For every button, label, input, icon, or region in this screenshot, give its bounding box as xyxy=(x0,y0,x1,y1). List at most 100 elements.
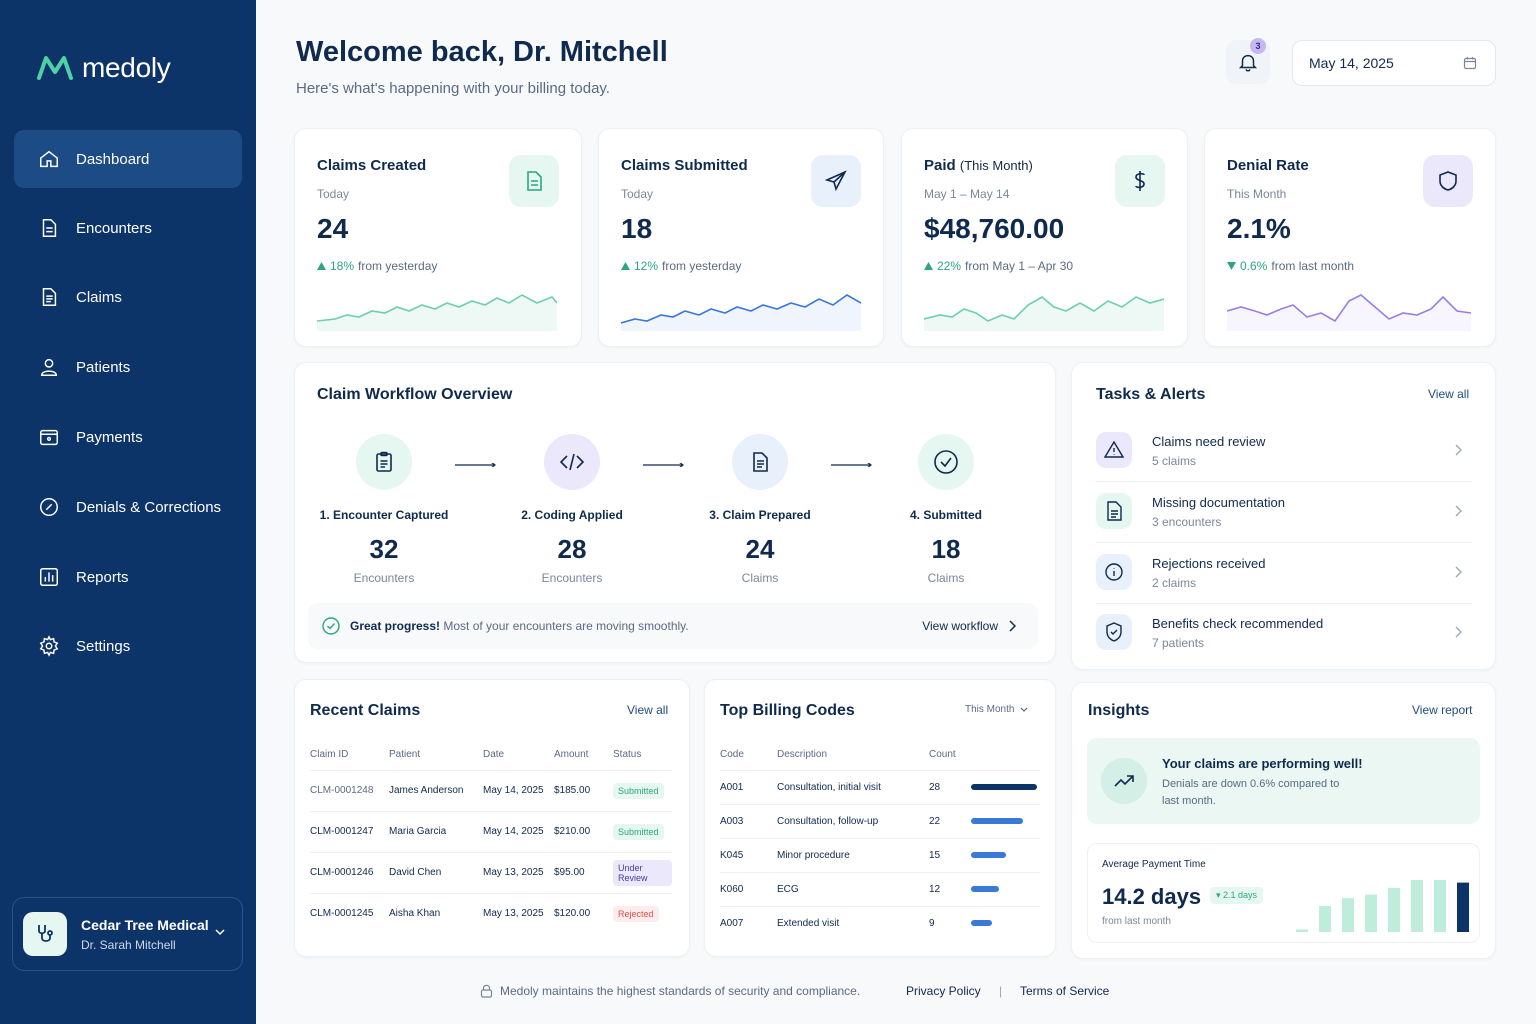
table-row[interactable]: CLM-0001247 Maria Garcia May 14, 2025 $2… xyxy=(310,810,672,852)
average-payment-time: Average Payment Time 14.2 days ▾ 2.1 day… xyxy=(1087,843,1480,943)
privacy-policy-link[interactable]: Privacy Policy xyxy=(906,984,981,998)
chevron-down-icon xyxy=(1021,707,1028,712)
workflow-step-claim-prepared[interactable]: 3. Claim Prepared 24 Claims xyxy=(685,434,835,585)
footer-separator: | xyxy=(999,984,1003,998)
table-row[interactable]: A003 Consultation, follow-up 22 xyxy=(720,803,1040,838)
nav-settings[interactable]: Settings xyxy=(14,617,242,675)
kpi-period: Today xyxy=(317,187,350,201)
document-icon xyxy=(42,219,57,237)
tasks-card xyxy=(1071,362,1496,670)
kpi-sparkline xyxy=(924,296,1164,331)
billing-count: 12 xyxy=(929,871,971,906)
table-row[interactable]: CLM-0001246 David Chen May 13, 2025 $95.… xyxy=(310,851,672,893)
chevron-right-icon xyxy=(1455,626,1462,638)
task-item[interactable]: Rejections received 2 claims xyxy=(1096,544,1472,604)
recent-claims-view-all-link[interactable]: View all xyxy=(627,703,669,717)
progress-bold: Great progress! xyxy=(350,619,441,633)
kpi-period: Today xyxy=(621,187,654,201)
kpi-card-claims-submitted: Claims Submitted Today 18 12% from yeste… xyxy=(598,128,884,347)
claim-status-cell: Under Review xyxy=(613,851,672,893)
nav-label: Encounters xyxy=(76,219,152,237)
task-item[interactable]: Claims need review 5 claims xyxy=(1096,422,1472,482)
terms-of-service-link[interactable]: Terms of Service xyxy=(1020,984,1110,998)
nav-dashboard[interactable]: Dashboard xyxy=(14,130,242,188)
code-icon xyxy=(544,434,600,490)
workflow-step-coding[interactable]: 2. Coding Applied 28 Encounters xyxy=(497,434,647,585)
nav-denials-corrections[interactable]: Denials & Corrections xyxy=(14,478,242,536)
workflow-step-submitted[interactable]: 4. Submitted 18 Claims xyxy=(871,434,1021,585)
chevron-right-icon xyxy=(1009,620,1016,632)
billing-count: 9 xyxy=(929,905,971,940)
claim-status-cell: Submitted xyxy=(613,769,672,811)
document-icon xyxy=(509,155,559,207)
step-unit: Encounters xyxy=(541,571,603,585)
claim-patient: James Anderson xyxy=(389,769,483,811)
table-row[interactable]: A001 Consultation, initial visit 28 xyxy=(720,769,1040,804)
billing-count: 15 xyxy=(929,837,971,872)
tasks-title: Tasks & Alerts xyxy=(1096,386,1206,403)
count-bar xyxy=(971,818,1023,824)
count-bar-cell xyxy=(971,769,1040,804)
step-unit: Claims xyxy=(927,571,965,585)
document-icon xyxy=(732,434,788,490)
count-bar-cell xyxy=(971,803,1040,838)
table-row[interactable]: K045 Minor procedure 15 xyxy=(720,837,1040,872)
view-workflow-link[interactable]: View workflow xyxy=(922,619,1016,633)
apt-bar xyxy=(1365,894,1377,932)
view-report-link[interactable]: View report xyxy=(1412,703,1473,717)
task-item[interactable]: Benefits check recommended 7 patients xyxy=(1096,604,1472,664)
count-bar-cell xyxy=(971,871,1040,906)
org-name: Cedar Tree Medical xyxy=(81,916,209,933)
nav-encounters[interactable]: Encounters xyxy=(14,199,242,257)
stethoscope-icon xyxy=(23,912,67,956)
billing-desc: ECG xyxy=(777,871,929,906)
nav-patients[interactable]: Patients xyxy=(14,338,242,396)
insight-banner: Your claims are performing well! Denials… xyxy=(1087,738,1480,824)
organization-switcher[interactable]: Cedar Tree Medical Dr. Sarah Mitchell xyxy=(12,897,243,971)
triangle-up-icon xyxy=(924,262,933,270)
kpi-title: Paid (This Month) xyxy=(924,157,1033,174)
kpi-sparkline xyxy=(317,294,557,331)
workflow-step-encounter[interactable]: 1. Encounter Captured 32 Encounters xyxy=(309,434,459,585)
kpi-period: This Month xyxy=(1227,187,1287,201)
kpi-value: $48,760.00 xyxy=(924,213,1065,244)
billing-code: A003 xyxy=(720,803,777,838)
billing-desc: Extended visit xyxy=(777,905,929,940)
period-dropdown[interactable]: This Month xyxy=(965,704,1028,715)
column-header: Count xyxy=(929,749,956,761)
calendar-icon xyxy=(1463,57,1477,70)
status-badge: Rejected xyxy=(613,905,659,922)
nav-label: Settings xyxy=(76,637,131,655)
security-notice: Medoly maintains the highest standards o… xyxy=(480,984,860,998)
table-row[interactable]: CLM-0001248 James Anderson May 14, 2025 … xyxy=(310,769,672,811)
step-value: 32 xyxy=(369,534,399,564)
date-value: May 14, 2025 xyxy=(1309,55,1394,71)
table-row[interactable]: CLM-0001245 Aisha Khan May 13, 2025 $120… xyxy=(310,892,672,934)
date-picker[interactable]: May 14, 2025 xyxy=(1292,40,1496,86)
billing-count: 28 xyxy=(929,769,971,804)
claim-id: CLM-0001248 xyxy=(310,769,389,811)
brand-logo[interactable]: medoly xyxy=(36,52,171,84)
insight-headline: Your claims are performing well! xyxy=(1162,756,1363,771)
nav-claims[interactable]: Claims xyxy=(14,268,242,326)
kpi-sparkline xyxy=(1227,294,1471,331)
document-icon xyxy=(1096,493,1132,529)
notifications-button[interactable]: 3 xyxy=(1226,38,1270,84)
task-item[interactable]: Missing documentation 3 encounters xyxy=(1096,483,1472,543)
bell-icon xyxy=(1238,54,1258,72)
step-label: 2. Coding Applied xyxy=(521,508,623,522)
status-badge: Submitted xyxy=(613,823,664,840)
dollar-icon xyxy=(1115,155,1165,207)
send-icon xyxy=(811,155,861,207)
nav-payments[interactable]: Payments xyxy=(14,408,242,466)
tasks-view-all-link[interactable]: View all xyxy=(1428,387,1470,401)
billing-code: K060 xyxy=(720,871,777,906)
chevron-right-icon xyxy=(1455,444,1462,456)
nav-reports[interactable]: Reports xyxy=(14,548,242,606)
table-row[interactable]: A007 Extended visit 9 xyxy=(720,905,1040,940)
notification-badge: 3 xyxy=(1250,38,1266,54)
trend-up-icon xyxy=(1101,758,1147,804)
table-row[interactable]: K060 ECG 12 xyxy=(720,871,1040,906)
kpi-change-text: from yesterday xyxy=(662,259,742,273)
apt-badge-value: 2.1 days xyxy=(1223,890,1258,900)
